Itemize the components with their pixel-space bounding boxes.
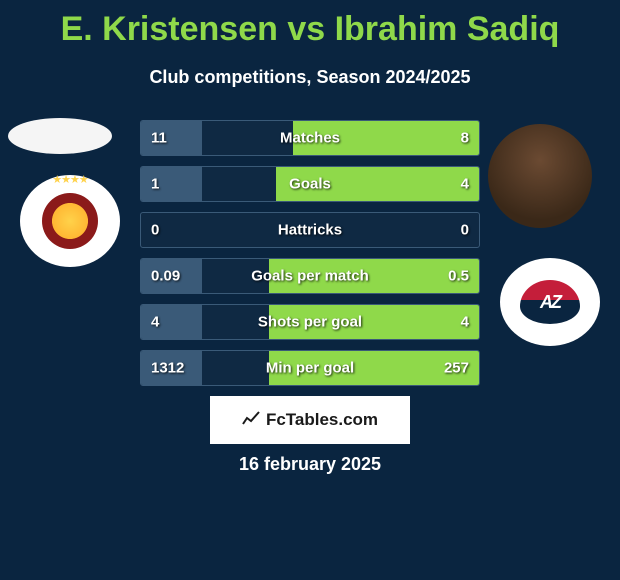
- galatasaray-logo-icon: ★★★★: [42, 193, 98, 249]
- stat-value-right: 4: [461, 176, 469, 193]
- player1-club-badge: ★★★★: [20, 175, 120, 267]
- stat-value-left: 11: [151, 130, 167, 147]
- stat-value-left: 4: [151, 314, 159, 331]
- az-logo-icon: AZ: [520, 280, 580, 324]
- player2-avatar: [488, 124, 592, 228]
- club-stars-icon: ★★★★: [52, 173, 87, 186]
- stat-row: 0 Hattricks 0: [140, 212, 480, 248]
- stat-row: 0.09 Goals per match 0.5: [140, 258, 480, 294]
- comparison-chart: 11 Matches 8 1 Goals 4 0 Hattricks 0 0.0…: [140, 120, 480, 396]
- stat-label: Min per goal: [266, 360, 354, 377]
- page-subtitle: Club competitions, Season 2024/2025: [0, 67, 620, 88]
- stat-row: 11 Matches 8: [140, 120, 480, 156]
- stat-value-left: 0: [151, 222, 159, 239]
- stat-value-left: 0.09: [151, 268, 180, 285]
- stat-label: Goals: [289, 176, 331, 193]
- fctables-logo: FcTables.com: [210, 396, 410, 444]
- stat-row: 4 Shots per goal 4: [140, 304, 480, 340]
- stat-row: 1 Goals 4: [140, 166, 480, 202]
- chart-icon: [242, 411, 260, 430]
- page-title: E. Kristensen vs Ibrahim Sadiq: [0, 0, 620, 49]
- stat-value-right: 257: [444, 360, 469, 377]
- stat-label: Shots per goal: [258, 314, 362, 331]
- footer-logo-text: FcTables.com: [266, 410, 378, 430]
- stat-label: Hattricks: [278, 222, 342, 239]
- player2-club-badge: AZ: [500, 258, 600, 346]
- stat-label: Matches: [280, 130, 340, 147]
- stat-value-right: 0: [461, 222, 469, 239]
- stat-label: Goals per match: [251, 268, 369, 285]
- stat-value-left: 1312: [151, 360, 184, 377]
- stat-row: 1312 Min per goal 257: [140, 350, 480, 386]
- stat-value-right: 0.5: [448, 268, 469, 285]
- stat-value-left: 1: [151, 176, 159, 193]
- stat-value-right: 8: [461, 130, 469, 147]
- footer-date: 16 february 2025: [239, 454, 381, 475]
- stat-value-right: 4: [461, 314, 469, 331]
- player1-avatar: [8, 118, 112, 154]
